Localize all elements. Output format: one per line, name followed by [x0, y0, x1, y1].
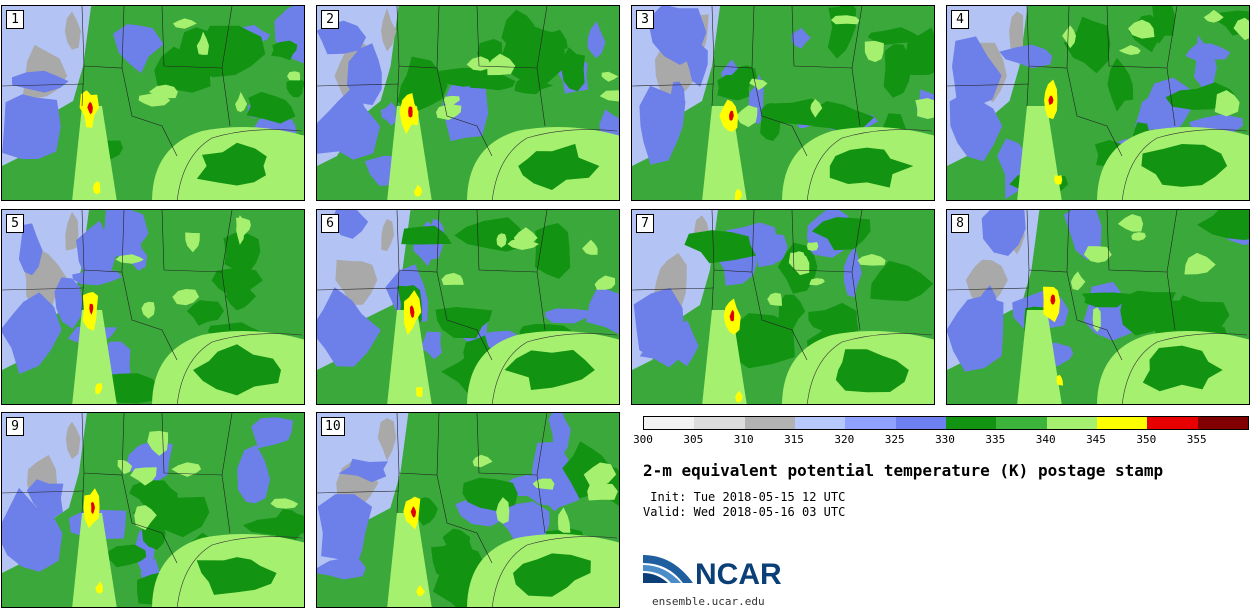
member-number-label: 6: [321, 214, 339, 233]
colorbar-tick-label: 330: [935, 433, 955, 446]
postage-stamp-member-1[interactable]: 1: [1, 5, 305, 201]
colorbar-swatch: [1197, 417, 1248, 429]
valid-label: Valid:: [643, 505, 687, 519]
postage-stamp-member-4[interactable]: 4: [946, 5, 1250, 201]
ensemble-member-map: [2, 6, 304, 200]
ensemble-member-map: [947, 210, 1249, 404]
colorbar: [643, 416, 1249, 430]
ensemble-member-map: [2, 210, 304, 404]
colorbar-swatch: [694, 417, 745, 429]
colorbar-swatch: [644, 417, 695, 429]
colorbar-tick-label: 335: [985, 433, 1006, 446]
postage-stamp-member-10[interactable]: 10: [316, 412, 620, 608]
ncar-logo-text: NCAR: [695, 558, 782, 591]
colorbar-tick-label: 325: [884, 433, 905, 446]
colorbar-tick-label: 300: [633, 433, 653, 446]
member-number-label: 5: [6, 214, 24, 233]
valid-time: Valid: Wed 2018-05-16 03 UTC: [643, 505, 845, 519]
ensemble-member-map: [317, 6, 619, 200]
postage-stamp-member-6[interactable]: 6: [316, 209, 620, 405]
colorbar-tick-label: 345: [1086, 433, 1106, 446]
member-number-label: 10: [321, 417, 345, 436]
colorbar-swatch: [945, 417, 997, 429]
colorbar-swatch: [845, 417, 896, 429]
init-time: Init: Tue 2018-05-15 12 UTC: [643, 490, 845, 504]
postage-stamp-member-8[interactable]: 8: [946, 209, 1250, 405]
postage-stamp-member-2[interactable]: 2: [316, 5, 620, 201]
postage-stamp-member-9[interactable]: 9: [1, 412, 305, 608]
valid-value: Wed 2018-05-16 03 UTC: [693, 505, 846, 519]
member-number-label: 4: [951, 10, 969, 29]
postage-stamp-member-7[interactable]: 7: [631, 209, 935, 405]
ncar-logo[interactable]: NCAR: [643, 553, 793, 593]
colorbar-tick-label: 355: [1186, 433, 1207, 446]
member-number-label: 7: [636, 214, 654, 233]
colorbar-swatch: [1046, 417, 1097, 429]
chart-title: 2-m equivalent potential temperature (K)…: [643, 461, 1164, 480]
ensemble-member-map: [2, 413, 304, 607]
colorbar-swatch: [1096, 417, 1148, 429]
member-number-label: 8: [951, 214, 969, 233]
colorbar-tick-label: 305: [683, 433, 704, 446]
init-label: Init:: [650, 490, 687, 504]
colorbar-tick-label: 340: [1035, 433, 1056, 446]
ensemble-member-map: [632, 210, 934, 404]
member-number-label: 3: [636, 10, 654, 29]
ensemble-member-map: [947, 6, 1249, 200]
ensemble-member-map: [632, 6, 934, 200]
colorbar-swatch: [895, 417, 946, 429]
init-value: Tue 2018-05-15 12 UTC: [693, 490, 846, 504]
postage-stamp-member-3[interactable]: 3: [631, 5, 935, 201]
colorbar-tick-label: 310: [733, 433, 754, 446]
postage-stamp-member-5[interactable]: 5: [1, 209, 305, 405]
ensemble-url[interactable]: ensemble.ucar.edu: [652, 595, 765, 608]
colorbar-swatch: [794, 417, 846, 429]
colorbar-tick-label: 315: [784, 433, 804, 446]
member-number-label: 1: [6, 10, 24, 29]
ensemble-member-map: [317, 413, 619, 607]
member-number-label: 9: [6, 417, 24, 436]
colorbar-labels: 300 305 310 315 320 325 330 335 340 345 350 355: [633, 433, 1247, 447]
colorbar-swatch: [996, 417, 1047, 429]
colorbar-tick-label: 350: [1136, 433, 1157, 446]
colorbar-tick-label: 320: [834, 433, 855, 446]
colorbar-swatch: [744, 417, 795, 429]
ensemble-member-map: [317, 210, 619, 404]
member-number-label: 2: [321, 10, 339, 29]
colorbar-swatch: [1147, 417, 1198, 429]
